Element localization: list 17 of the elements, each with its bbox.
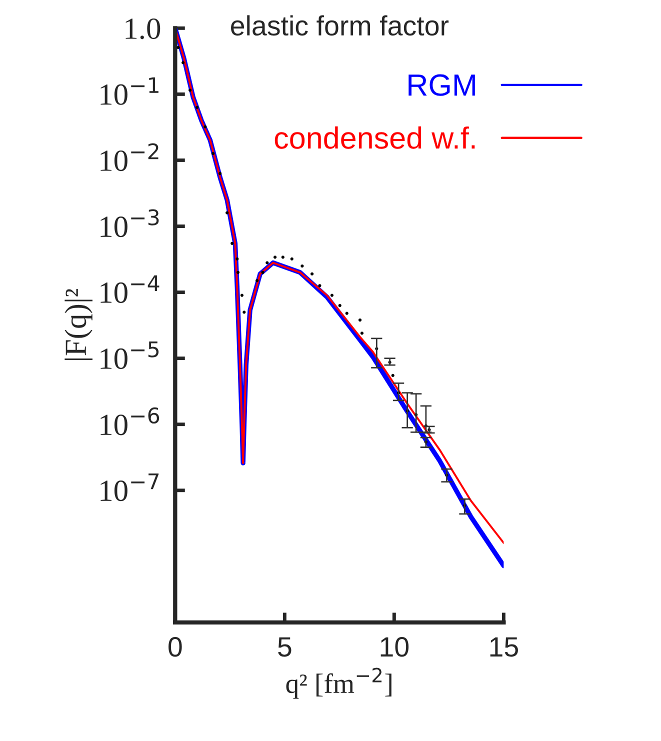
- x-tick-label: 5: [278, 637, 292, 657]
- y-tick-label: 10$^{−1}$: [100, 77, 158, 105]
- legend-label: condensed w.f.: [274, 126, 475, 149]
- y-tick-label: 10$^{−7}$: [100, 474, 159, 502]
- y-tick-label: 1.0: [126, 18, 160, 40]
- x-tick-label: 0: [168, 637, 182, 657]
- y-tick-label: 10$^{−5}$: [100, 341, 159, 370]
- y-tick-label: 10$^{−6}$: [100, 407, 160, 436]
- y-tick-label: 10$^{−4}$: [100, 275, 160, 304]
- x-tick-label: 15: [490, 637, 518, 657]
- y-tick-label: 10$^{−3}$: [100, 209, 159, 238]
- x-axis-title: q² [fm$^{−2}$]: [286, 668, 392, 699]
- y-tick-label: 10$^{−2}$: [100, 143, 158, 172]
- legend-label: RGM: [408, 74, 475, 96]
- chart-title: elastic form factor: [231, 15, 449, 36]
- x-tick-label: 10: [380, 637, 409, 657]
- y-axis-title: |F(q)|²: [64, 288, 92, 360]
